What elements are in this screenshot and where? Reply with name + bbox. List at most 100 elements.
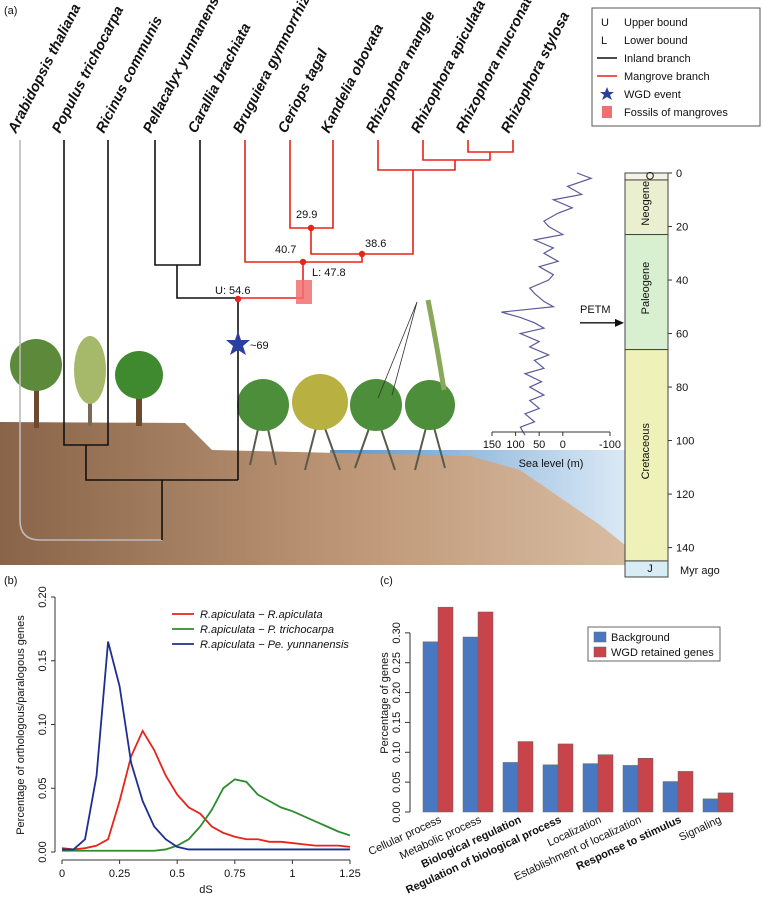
- tick-label: 0.75: [224, 868, 245, 880]
- legend-box: [587, 626, 721, 662]
- period: [624, 560, 669, 578]
- bar: [662, 781, 679, 813]
- legend-text: Fossils of mangroves: [624, 107, 728, 119]
- legend-symbol: L: [601, 35, 607, 47]
- bar: [557, 743, 574, 813]
- tick-label: 1.25: [339, 868, 360, 880]
- ground: [0, 422, 625, 565]
- legend-box: [591, 7, 761, 127]
- legend-text: R.apiculata − R.apiculata: [200, 609, 323, 621]
- bar: [422, 641, 439, 813]
- bar: [542, 764, 559, 813]
- legend-text: Lower bound: [624, 35, 688, 47]
- tick-label: 0.15: [37, 650, 49, 671]
- tick-label: 0.20: [391, 682, 403, 703]
- node: [234, 295, 242, 303]
- tick-label: 0.10: [391, 742, 403, 763]
- bar: [437, 606, 454, 813]
- tick-label: 0.20: [37, 586, 49, 607]
- axis-label: Percentage of genes: [379, 652, 391, 754]
- panel-label: (c): [380, 575, 393, 587]
- period: [624, 234, 669, 351]
- tick-label: 20: [676, 222, 688, 234]
- tick-label: 0.05: [391, 771, 403, 792]
- node-label: L: 47.8: [312, 267, 346, 279]
- bar: [517, 741, 534, 813]
- tick-label: 100: [506, 439, 524, 451]
- legend-text: R.apiculata − Pe. yunnanensis: [200, 639, 349, 651]
- landscape: [0, 299, 625, 565]
- tick-label: 0.10: [37, 714, 49, 735]
- arrow-head: [615, 318, 624, 327]
- sea-level-line: [501, 172, 593, 436]
- legend-symbol: U: [601, 17, 609, 29]
- tick-label: 80: [676, 382, 688, 394]
- tick-label: 0: [560, 439, 566, 451]
- node-label: 38.6: [365, 238, 386, 250]
- mangrove-trees: [237, 299, 455, 471]
- phylogenetic-tree: [19, 140, 514, 541]
- bar: [582, 763, 599, 813]
- period: [624, 179, 669, 236]
- tick-label: -100: [599, 439, 621, 451]
- legend-swatch: [593, 646, 607, 658]
- legend-text: R.apiculata − P. trichocarpa: [200, 624, 334, 636]
- category-label: Signaling: [677, 814, 723, 844]
- bar: [702, 798, 719, 813]
- species-label: Bruguiera gymnorrhiza: [230, 0, 317, 136]
- tick-label: 0.00: [37, 841, 49, 862]
- branch: [19, 140, 162, 541]
- axis-label: dS: [199, 884, 212, 896]
- tick-label: 40: [676, 275, 688, 287]
- legend-text: WGD event: [624, 89, 681, 101]
- tick-label: 50: [533, 439, 545, 451]
- fossil-box: [296, 280, 312, 304]
- period-label: Paleogene: [640, 262, 652, 315]
- tick-label: 100: [676, 436, 694, 448]
- tick-label: 150: [483, 439, 501, 451]
- bar: [477, 611, 494, 813]
- series-line: [62, 641, 350, 851]
- unit-label: Myr ago: [680, 565, 720, 577]
- axis-label: Sea level (m): [519, 458, 584, 470]
- tick-label: 1: [289, 868, 295, 880]
- period-label: Neogene: [640, 181, 652, 226]
- legend-star: [600, 87, 614, 100]
- bar: [637, 758, 654, 813]
- petm-label: PETM: [580, 304, 611, 316]
- node: [358, 250, 366, 258]
- tick-label: 60: [676, 329, 688, 341]
- tick-label: 140: [676, 543, 694, 555]
- tick-label: 0: [676, 168, 682, 180]
- tick-label: 0.30: [391, 622, 403, 643]
- period-label: Q: [646, 170, 655, 182]
- legend-a: U Upper bound L Lower bound Inland branch Man…: [591, 7, 761, 127]
- inland-trees: [10, 336, 163, 428]
- node-label: 29.9: [296, 209, 317, 221]
- axis: [54, 597, 350, 861]
- legend-box-symbol: [602, 106, 612, 118]
- tick-label: 0.25: [109, 868, 130, 880]
- legend-text: Inland branch: [624, 53, 691, 65]
- tick-label: 0.05: [37, 778, 49, 799]
- node: [299, 258, 307, 266]
- inland-branch: [63, 140, 239, 540]
- period-label: Cretaceous: [640, 423, 652, 480]
- legend-text: Background: [611, 632, 670, 644]
- node-label: ~69: [250, 340, 269, 352]
- bar: [502, 762, 519, 813]
- bar: [677, 771, 694, 813]
- panel-label: (b): [4, 575, 17, 587]
- period-label: J: [647, 563, 653, 575]
- series-line: [61, 728, 351, 851]
- mangrove-branch: [238, 140, 514, 299]
- tick-label: 120: [676, 489, 694, 501]
- tick-label: 0.15: [391, 712, 403, 733]
- bar: [462, 636, 479, 813]
- bar: [622, 765, 639, 813]
- panel-label: (a): [4, 5, 17, 17]
- bar: [597, 754, 614, 813]
- legend-text: Mangrove branch: [624, 71, 710, 83]
- bar: [717, 792, 734, 813]
